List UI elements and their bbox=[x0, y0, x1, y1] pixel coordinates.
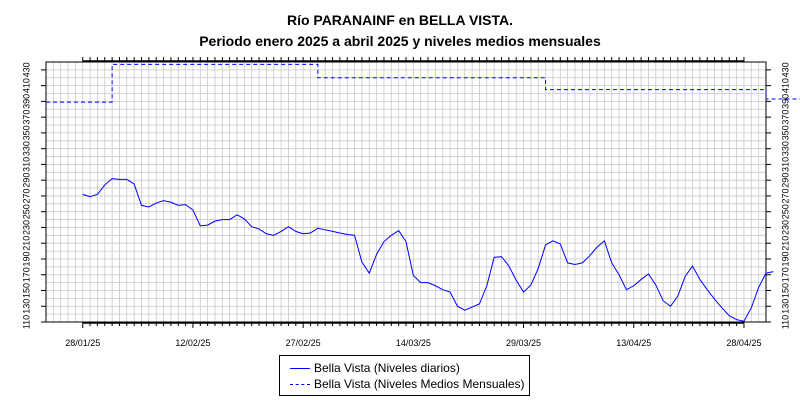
chart-title: Río PARANAINF en BELLA VISTA. bbox=[286, 12, 514, 28]
x-tick-label: 29/03/25 bbox=[506, 338, 541, 348]
y-tick-label-right: 330 bbox=[780, 141, 790, 156]
series-daily-levels bbox=[82, 178, 774, 322]
legend-item-daily: Bella Vista (Niveles diarios) bbox=[280, 360, 529, 376]
legend-swatch-daily bbox=[290, 368, 310, 369]
y-tick-label-right: 370 bbox=[780, 110, 790, 125]
y-tick-label-right: 190 bbox=[780, 251, 790, 266]
x-tick-label: 14/03/25 bbox=[396, 338, 431, 348]
legend-label-monthly: Bella Vista (Niveles Medios Mensuales) bbox=[314, 377, 525, 391]
x-tick-label: 28/01/25 bbox=[65, 338, 100, 348]
y-tick-label-right: 250 bbox=[780, 204, 790, 219]
y-tick-label-left: 290 bbox=[21, 173, 31, 188]
y-tick-label-left: 150 bbox=[21, 283, 31, 298]
chart-subtitle: Periodo enero 2025 a abril 2025 y nivele… bbox=[199, 33, 601, 49]
grid bbox=[45, 61, 767, 323]
x-tick-label: 13/04/25 bbox=[616, 338, 651, 348]
y-tick-label-right: 230 bbox=[780, 220, 790, 235]
y-tick-label-right: 110 bbox=[780, 315, 790, 329]
y-tick-label-right: 210 bbox=[780, 236, 790, 251]
y-tick-label-left: 170 bbox=[21, 267, 31, 282]
y-tick-label-right: 150 bbox=[780, 283, 790, 298]
y-tick-label-left: 390 bbox=[21, 94, 31, 109]
x-tick-label: 12/02/25 bbox=[175, 338, 210, 348]
y-tick-label-right: 290 bbox=[780, 173, 790, 188]
y-tick-label-left: 190 bbox=[21, 251, 31, 266]
y-tick-label-left: 250 bbox=[21, 204, 31, 219]
legend-swatch-monthly bbox=[290, 384, 310, 385]
y-tick-label-right: 310 bbox=[780, 157, 790, 172]
series-layer bbox=[46, 63, 800, 322]
y-tick-label-left: 350 bbox=[21, 125, 31, 140]
y-tick-label-left: 370 bbox=[21, 110, 31, 125]
y-tick-label-left: 110 bbox=[21, 315, 31, 329]
y-tick-label-left: 130 bbox=[21, 299, 31, 314]
y-tick-label-left: 270 bbox=[21, 188, 31, 203]
y-tick-label-left: 230 bbox=[21, 220, 31, 235]
legend-label-daily: Bella Vista (Niveles diarios) bbox=[314, 361, 460, 375]
y-tick-label-left: 430 bbox=[21, 62, 31, 77]
y-tick-label-left: 410 bbox=[21, 78, 31, 93]
y-tick-label-left: 310 bbox=[21, 157, 31, 172]
y-tick-label-left: 210 bbox=[21, 236, 31, 251]
y-tick-label-right: 170 bbox=[780, 267, 790, 282]
y-tick-label-left: 330 bbox=[21, 141, 31, 156]
y-tick-label-right: 350 bbox=[780, 125, 790, 140]
legend-item-monthly: Bella Vista (Niveles Medios Mensuales) bbox=[280, 376, 529, 392]
y-tick-label-right: 270 bbox=[780, 188, 790, 203]
legend: Bella Vista (Niveles diarios) Bella Vist… bbox=[279, 355, 530, 396]
y-tick-label-right: 430 bbox=[780, 62, 790, 77]
y-tick-label-right: 130 bbox=[780, 299, 790, 314]
x-tick-label: 28/04/25 bbox=[726, 338, 761, 348]
y-tick-label-right: 410 bbox=[780, 78, 790, 93]
x-tick-label: 27/02/25 bbox=[286, 338, 321, 348]
series-monthly-means bbox=[46, 63, 800, 103]
y-tick-label-right: 390 bbox=[780, 94, 790, 109]
